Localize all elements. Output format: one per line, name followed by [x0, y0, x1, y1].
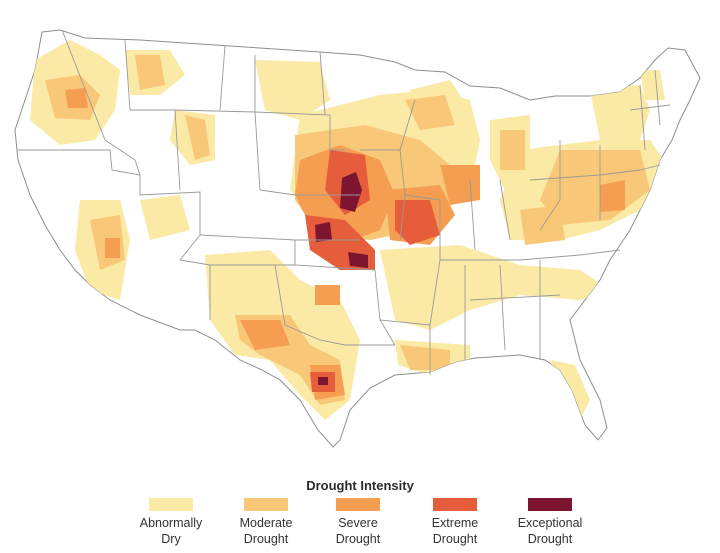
legend-swatch [528, 498, 572, 511]
legend-item-severe-drought: Severe Drought [303, 498, 413, 547]
drought-map [14, 29, 701, 448]
legend-swatch [149, 498, 193, 511]
legend-label: Extreme Drought [431, 516, 479, 546]
state-borders [18, 29, 671, 375]
legend-label: Moderate Drought [239, 516, 293, 546]
legend-swatch [433, 498, 477, 511]
legend-item-exceptional-drought: Exceptional Drought [495, 498, 605, 547]
legend-label: Abnormally Dry [139, 516, 203, 546]
legend-item-extreme-drought: Extreme Drought [400, 498, 510, 547]
legend-item-abnormally-dry: Abnormally Dry [116, 498, 226, 547]
legend-label: Exceptional Drought [517, 516, 583, 546]
legend-swatch [244, 498, 288, 511]
legend-item-moderate-drought: Moderate Drought [211, 498, 321, 547]
legend-label: Severe Drought [335, 516, 381, 546]
drought-legend: Drought Intensity Abnormally Dry Moderat… [0, 476, 720, 553]
legend-title: Drought Intensity [306, 478, 414, 493]
exceptional-drought-areas [315, 172, 368, 385]
legend-swatch [336, 498, 380, 511]
